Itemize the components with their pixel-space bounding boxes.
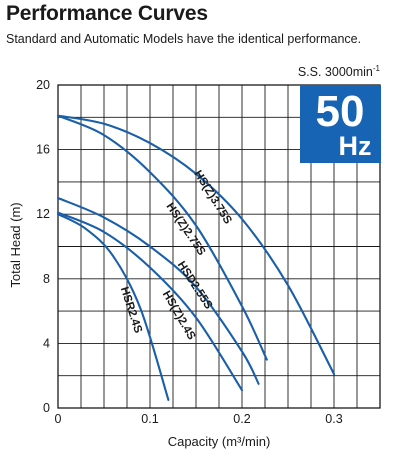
y-tick-label: 8	[43, 272, 50, 286]
curve-hsr2-4s	[56, 213, 170, 401]
chart-ticks: 0 0.1 0.2 0.3 0 4 8 12 16 20	[36, 78, 343, 426]
frequency-badge-unit: Hz	[339, 131, 372, 161]
curve-hs-z-2-4s	[56, 211, 244, 392]
x-tick-label: 0.2	[233, 412, 250, 426]
curve-hs-z-3-75s	[56, 114, 336, 376]
page-title: Performance Curves	[6, 2, 208, 25]
frequency-badge-value: 50	[316, 87, 365, 136]
speed-label: S.S. 3000min-1	[298, 64, 381, 79]
y-tick-label: 16	[36, 143, 50, 157]
chart-curves	[56, 114, 336, 401]
frequency-badge-background	[300, 85, 381, 163]
curve-label-hsd2-55s: HSD2.55S	[175, 259, 215, 311]
y-axis-label: Total Head (m)	[8, 202, 23, 287]
x-axis-label: Capacity (m³/min)	[168, 434, 271, 449]
x-tick-label: 0	[55, 412, 62, 426]
y-tick-label: 20	[36, 78, 50, 92]
y-tick-label: 12	[36, 207, 50, 221]
curve-label-hs-z-2-75s: HS(Z)2.75S	[164, 201, 208, 258]
x-tick-label: 0.3	[325, 412, 342, 426]
y-tick-label: 4	[43, 336, 50, 350]
curve-hsd2-55s	[56, 196, 260, 385]
curve-label-hs-z-3-75s: HS(Z)3.75S	[191, 168, 234, 226]
plot-frame	[57, 84, 381, 409]
frequency-badge: 50 Hz	[300, 85, 381, 163]
curve-hs-z-2-75s	[56, 114, 268, 361]
speed-label-text: S.S. 3000min	[298, 65, 373, 79]
speed-label-superscript: -1	[373, 64, 381, 73]
y-tick-label: 0	[43, 401, 50, 415]
x-tick-label: 0.1	[141, 412, 158, 426]
page-subtitle: Standard and Automatic Models have the i…	[6, 32, 362, 46]
